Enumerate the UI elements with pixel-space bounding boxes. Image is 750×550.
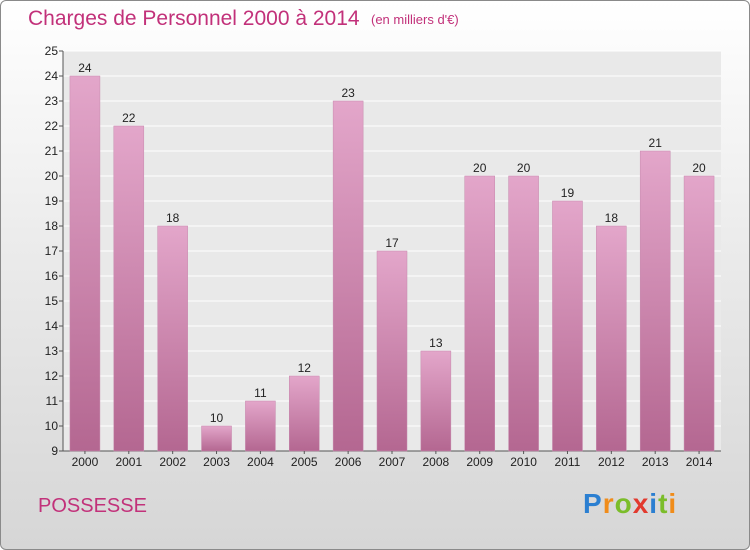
x-tick-label: 2013 [642,455,669,469]
data-label: 20 [473,161,487,175]
data-label: 18 [166,211,180,225]
bar-2013 [639,150,671,452]
bar-2014 [683,175,715,452]
logo-letter: i [649,488,659,519]
y-tick-label: 24 [45,69,59,83]
y-tick-label: 16 [45,269,59,283]
x-tick-label: 2001 [115,455,142,469]
x-tick-label: 2012 [598,455,625,469]
chart-title: Charges de Personnel 2000 à 2014 [28,7,360,30]
y-tick-label: 19 [45,194,59,208]
data-label: 19 [561,186,575,200]
bar-2009 [464,175,495,452]
bar-2002 [157,225,188,452]
y-tick-label: 25 [45,44,59,58]
data-label: 10 [210,411,224,425]
bar-2011 [552,200,583,452]
data-label: 23 [341,86,355,100]
x-tick-label: 2007 [379,455,406,469]
data-label: 20 [692,161,706,175]
y-tick-label: 17 [45,244,59,258]
x-tick-label: 2011 [555,455,581,469]
bar-2005 [289,375,320,452]
data-label: 22 [122,111,136,125]
logo-letter: o [614,488,633,519]
data-label: 17 [385,236,399,250]
y-tick-label: 11 [46,394,59,408]
x-tick-label: 2005 [291,455,318,469]
bar-2006 [332,100,364,452]
y-tick-label: 18 [45,219,59,233]
bar-2001 [113,125,145,452]
chart-subtitle: (en milliers d'€) [371,12,459,27]
y-tick-label: 10 [45,419,59,433]
logo-letter: P [583,488,603,519]
bar-2012 [596,225,627,452]
bar-2008 [420,350,452,452]
data-label: 12 [298,361,312,375]
x-tick-label: 2002 [159,455,186,469]
data-label: 11 [254,386,267,400]
y-tick-label: 14 [45,319,59,333]
y-tick-label: 13 [45,344,59,358]
bar-2007 [376,250,408,452]
y-tick-label: 20 [45,169,59,183]
data-label: 13 [429,336,443,350]
logo-letter: t [658,488,669,519]
x-tick-label: 2006 [335,455,362,469]
x-tick-label: 2003 [203,455,230,469]
bar-2004 [245,400,276,452]
y-tick-label: 15 [45,294,59,308]
commune-name: POSSESSE [38,495,147,517]
data-label: 24 [78,61,92,75]
x-tick-label: 2004 [247,455,274,469]
logo-letter: r [602,488,615,519]
logo-letter: i [668,488,678,519]
y-tick-label: 23 [45,94,59,108]
bar-2000 [69,75,101,452]
x-tick-label: 2010 [510,455,537,469]
y-tick-label: 21 [45,144,59,158]
x-tick-label: 2000 [72,455,99,469]
y-tick-label: 9 [51,444,58,458]
logo-letter: x [632,488,650,519]
x-tick-label: 2008 [423,455,450,469]
x-tick-label: 2014 [686,455,713,469]
y-tick-label: 22 [45,119,59,133]
y-tick-label: 12 [45,369,59,383]
data-label: 20 [517,161,531,175]
data-label: 18 [605,211,619,225]
data-label: 21 [649,136,663,150]
bar-2003 [201,425,232,452]
bar-2010 [508,175,539,452]
x-tick-label: 2009 [466,455,493,469]
proxiti-logo: Proxiti [583,488,677,520]
